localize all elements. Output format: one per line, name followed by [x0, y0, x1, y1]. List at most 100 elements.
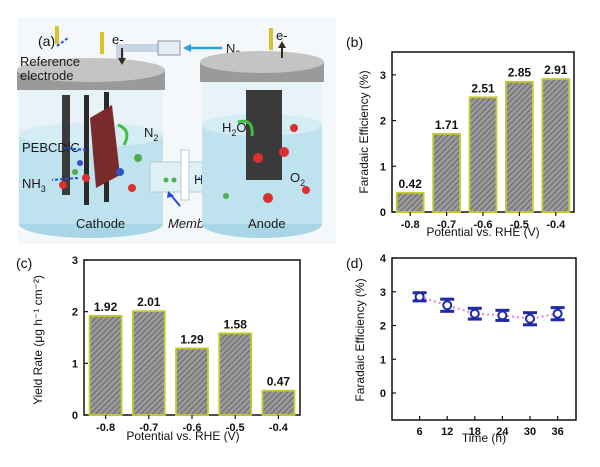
nh3-label: NH3 [22, 176, 46, 194]
chart-b-x-axis-label: Potential vs. RHE (V) [426, 225, 539, 239]
chart-b-data-label: 0.42 [399, 177, 423, 191]
chart-b-bar [432, 132, 461, 213]
chart-d-x-tick-label: 36 [551, 426, 563, 438]
n2-flow-arrow [117, 123, 129, 146]
cathode-electrolyte [19, 135, 163, 224]
chart-b-data-label: 1.71 [435, 118, 459, 132]
chart-b-bar [505, 80, 534, 213]
atom-red [82, 174, 90, 182]
chart-b-x-tick-label: -0.8 [401, 219, 420, 231]
chart-c-data-label: 2.01 [137, 295, 161, 309]
chart-b: Faradaic Efficiency (%) Potential vs. RH… [357, 51, 575, 239]
chart-c-bar [131, 310, 166, 416]
electron-label-left: e- [112, 32, 124, 47]
electrode-lead-mid [100, 32, 104, 54]
atom-red [263, 193, 273, 203]
atom-blue [116, 168, 124, 176]
chart-d-x-tick-label: 6 [417, 426, 423, 438]
chart-c-x-tick-label: -0.6 [183, 422, 202, 434]
atom-red [279, 147, 289, 157]
chart-c: Yield Rate (μg h⁻¹ cm⁻²) Potential vs. R… [31, 255, 301, 443]
chart-d-x-axis-label: Time (h) [462, 431, 506, 445]
membrane [180, 149, 190, 201]
chart-d-point [469, 308, 480, 319]
inlet-valve [157, 40, 181, 56]
electron-arrowhead-left [118, 58, 126, 65]
chart-b-data-label: 2.51 [471, 81, 495, 95]
atom-red [302, 186, 310, 194]
chart-d-point [497, 310, 508, 321]
atom-blue [77, 160, 83, 166]
electron-label-right: e- [276, 28, 288, 43]
chart-d-x-tick-label: 18 [469, 426, 481, 438]
reference-label-2: electrode [20, 68, 73, 83]
chart-d-y-axis-label: Faradaic Efficiency (%) [353, 278, 367, 401]
panel-label-a: (a) [38, 33, 55, 49]
anode-cell [200, 51, 324, 238]
catalyst-label: PEBCD/C [22, 140, 80, 155]
chart-b-y-tick-label: 2 [380, 116, 386, 128]
nh3-pointer [51, 177, 79, 181]
proton-dot [163, 177, 169, 183]
chart-d-point [552, 308, 563, 319]
panel-label-d: (d) [346, 255, 363, 271]
chart-c-bar [175, 347, 209, 416]
cathode-cell [17, 58, 165, 238]
chart-c-data-label: 1.58 [224, 317, 248, 331]
chart-d-point [525, 313, 535, 324]
chart-c-data-label: 1.92 [94, 300, 118, 314]
chart-d-y-tick-label: 0 [380, 388, 386, 400]
cathode-lid-top [17, 58, 165, 82]
chart-d-x-tick-label: 12 [441, 426, 453, 438]
anode-lid-top [200, 51, 324, 73]
membrane-pointer-head [167, 191, 174, 198]
chart-b-y-axis-label: Faradaic Efficiency (%) [357, 70, 371, 193]
chart-d-y-tick-label: 1 [380, 354, 386, 366]
n2-cathode-label: N2 [144, 125, 158, 143]
reference-pointer [56, 37, 69, 47]
panel-label-c: (c) [16, 255, 32, 271]
chart-c-bar [218, 332, 253, 416]
catalyst-electrode [90, 105, 120, 188]
atom-green [134, 154, 142, 162]
chart-d-y-tick-label: 2 [380, 321, 386, 333]
atom-red [59, 181, 67, 189]
reference-label-1: Reference [20, 54, 80, 69]
chart-d-y-tick-label: 4 [380, 253, 387, 265]
chart-c-x-tick-label: -0.4 [269, 422, 289, 434]
electron-arrowhead-right [278, 41, 286, 48]
chart-c-data-label: 0.47 [267, 375, 291, 389]
chart-c-x-tick-label: -0.8 [96, 422, 115, 434]
cathode-label: Cathode [76, 216, 125, 231]
chart-d-point [442, 300, 453, 311]
chart-b-x-tick-label: -0.6 [474, 219, 493, 231]
anode-label: Anode [248, 216, 286, 231]
chart-d-x-tick-label: 24 [496, 426, 509, 438]
chart-b-bar [468, 96, 498, 213]
proton-dot [171, 177, 177, 183]
chart-d-x-tick-label: 30 [524, 426, 536, 438]
reference-electrode [62, 95, 70, 195]
electrode-lead-left [55, 26, 59, 44]
water-label: H2O [222, 120, 247, 138]
chart-b-bar [541, 78, 571, 213]
catalyst-pointer [63, 147, 87, 151]
chart-b-x-tick-label: -0.7 [437, 219, 456, 231]
atom-red [128, 184, 136, 192]
panel-label-b: (b) [346, 34, 363, 50]
chart-b-x-tick-label: -0.5 [510, 219, 529, 231]
chart-d-frame [391, 257, 577, 421]
chart-d-series-line [419, 295, 558, 320]
atom-red [290, 124, 298, 132]
chart-c-bar [261, 389, 296, 416]
o2-label: O2 [290, 170, 305, 188]
chart-c-y-tick-label: 3 [72, 255, 78, 267]
n2-inlet-arrowhead [183, 44, 191, 52]
chart-c-y-tick-label: 2 [72, 307, 78, 319]
chart-c-bar [88, 314, 123, 416]
chart-b-y-tick-label: 1 [380, 161, 386, 173]
water-flow-arrow [237, 119, 254, 137]
chart-b-y-tick-label: 3 [380, 70, 386, 82]
atom-red [253, 153, 263, 163]
